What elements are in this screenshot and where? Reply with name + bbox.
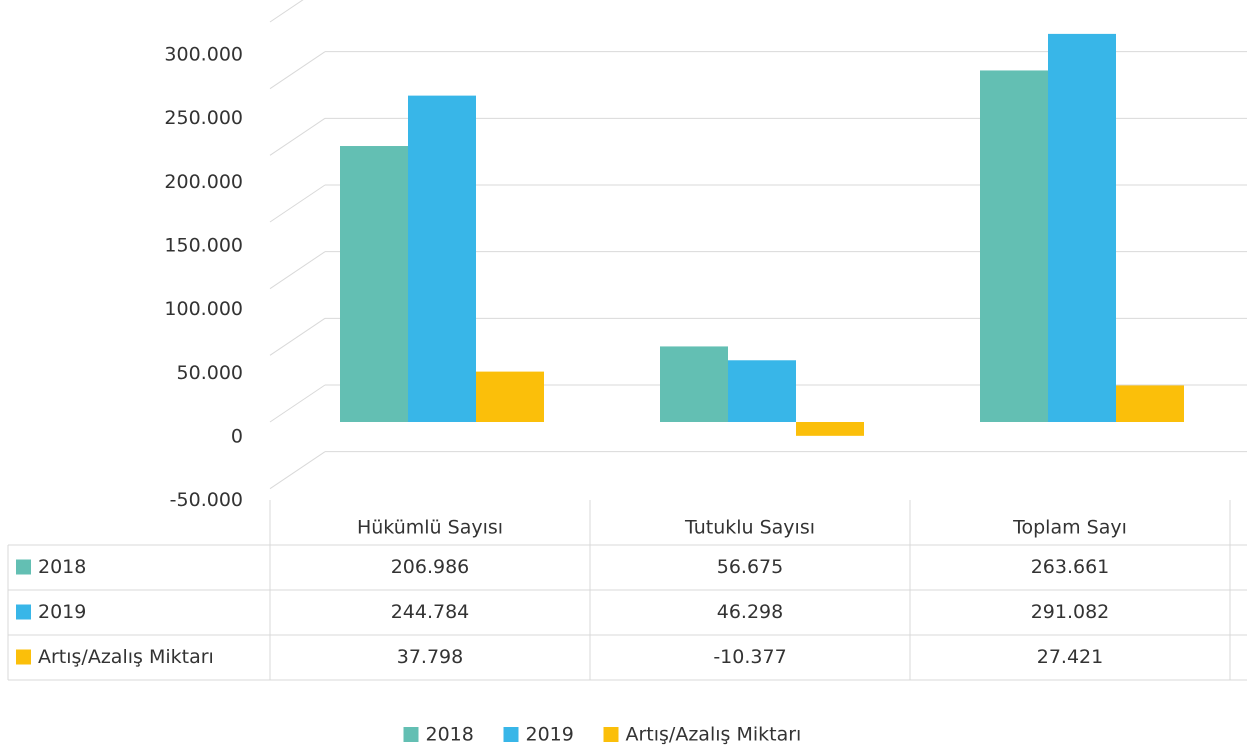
legend-label: Artış/Azalış Miktarı [626,724,802,746]
table-swatch [16,649,31,665]
table-cell: 37.798 [397,646,463,668]
y-tick-label: 250.000 [164,107,243,129]
y-tick-label: 150.000 [164,235,243,257]
grid-line-side [269,0,304,23]
bar [728,360,796,422]
grid-line-side [269,451,326,490]
bar [476,371,544,422]
table-row-label: 2018 [38,556,86,578]
x-tick-label: Tutuklu Sayısı [684,517,815,539]
bar [980,70,1048,423]
bar [660,346,728,422]
table-swatch [16,559,31,575]
grid-line-side [269,51,326,90]
table-cell: 46.298 [717,601,783,623]
table-cell: 56.675 [717,556,783,578]
table-cell: -10.377 [713,646,786,668]
legend-swatch [603,727,619,742]
table-cell: 27.421 [1037,646,1103,668]
grid-line-side [269,251,326,290]
legend-swatch [503,727,519,742]
bar [1116,385,1184,422]
y-tick-label: 50.000 [177,362,243,384]
grid-line-side [269,117,326,156]
y-tick-label: 300.000 [164,44,243,66]
table-cell: 291.082 [1031,601,1110,623]
y-tick-label: -50.000 [170,489,243,511]
legend-label: 2018 [426,724,474,746]
y-tick-label: 0 [231,426,243,448]
grid-line-side [269,384,326,423]
table-cell: 206.986 [391,556,470,578]
bar [408,95,476,422]
table-swatch [16,604,31,620]
x-tick-label: Toplam Sayı [1012,517,1127,539]
bar [796,422,864,436]
legend-swatch [403,727,419,742]
bar [340,146,408,422]
table-cell: 244.784 [391,601,470,623]
bar [1048,33,1116,423]
grid-line-side [269,317,326,356]
table-row-label: 2019 [38,601,86,623]
grid-line-side [269,184,326,223]
legend-label: 2019 [526,724,574,746]
y-tick-label: 100.000 [164,298,243,320]
x-tick-label: Hükümlü Sayısı [357,517,503,539]
table-row-label: Artış/Azalış Miktarı [38,646,214,668]
table-cell: 263.661 [1031,556,1110,578]
y-tick-label: 200.000 [164,171,243,193]
